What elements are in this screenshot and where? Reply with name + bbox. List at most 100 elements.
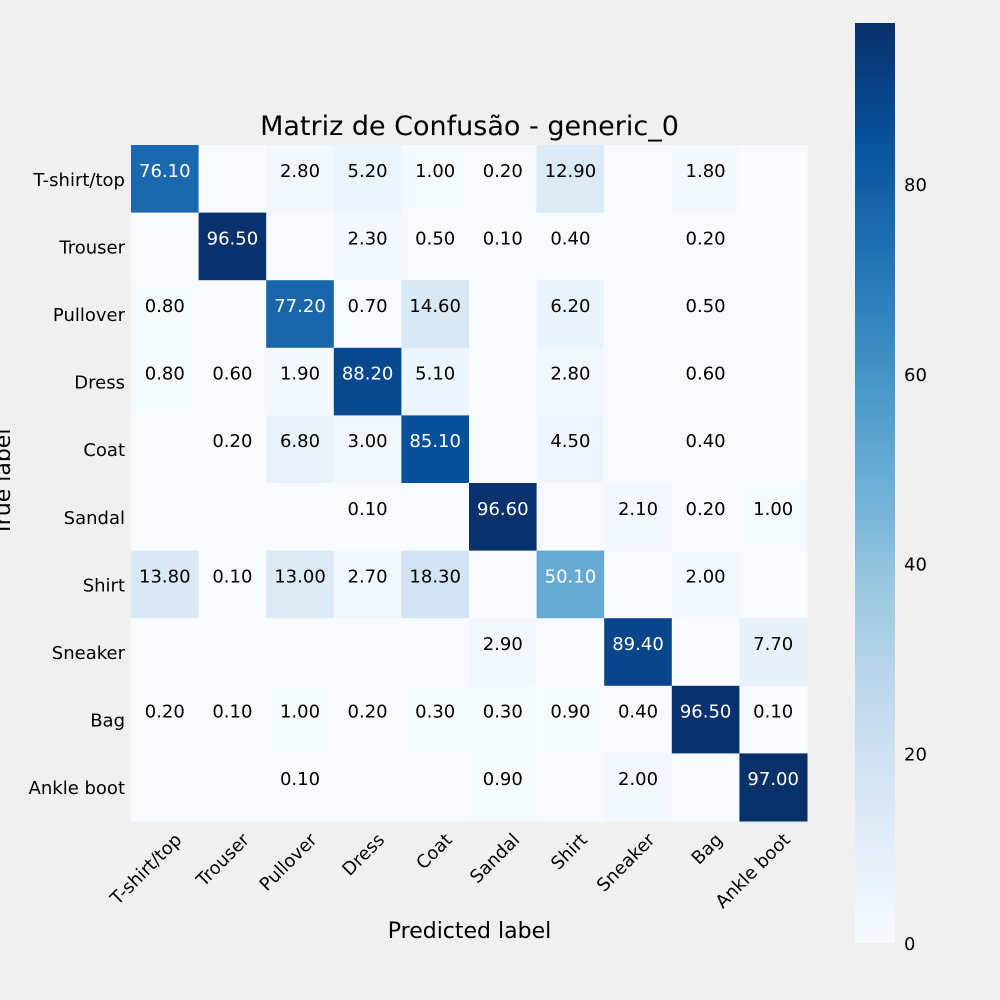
heatmap-cell (131, 280, 200, 349)
heatmap-cell (333, 280, 402, 349)
heatmap-cell (333, 753, 402, 822)
heatmap-cell (198, 550, 267, 619)
heatmap-cell (401, 483, 470, 552)
cell-value-label: 0.40 (686, 431, 726, 452)
colorbar (855, 23, 895, 943)
heatmap-cell (469, 212, 538, 281)
cell-value-label: 77.20 (274, 296, 326, 317)
heatmap-cell (536, 415, 605, 484)
heatmap-cell (333, 550, 402, 619)
heatmap-cell (266, 280, 335, 349)
cell-value-label: 12.90 (545, 161, 597, 182)
heatmap-cell (198, 347, 267, 416)
heatmap-cell (604, 145, 673, 214)
cell-value-label: 0.70 (348, 296, 388, 317)
cell-value-label: 85.10 (409, 431, 461, 452)
cell-value-label: 0.50 (686, 296, 726, 317)
heatmap-cell (198, 280, 267, 349)
heatmap-cell (198, 415, 267, 484)
heatmap-cell (333, 212, 402, 281)
colorbar-tick-label: 80 (904, 175, 927, 196)
heatmap-cell (401, 685, 470, 754)
heatmap-cell (131, 550, 200, 619)
heatmap-cell (739, 483, 808, 552)
colorbar-tick-label: 40 (904, 555, 927, 576)
heatmap-cells (131, 145, 808, 822)
heatmap-cell (266, 212, 335, 281)
y-tick-label: Dress (74, 373, 125, 394)
y-tick-label: Sandal (64, 508, 125, 529)
cell-value-label: 13.00 (274, 566, 326, 587)
heatmap-cell (469, 415, 538, 484)
colorbar-tick-label: 0 (904, 934, 915, 955)
cell-value-label: 2.00 (686, 566, 726, 587)
heatmap-cell (536, 483, 605, 552)
y-tick-label: Bag (90, 711, 125, 732)
cell-value-label: 5.20 (348, 161, 388, 182)
heatmap-cell (604, 483, 673, 552)
heatmap-cell (671, 618, 740, 687)
y-tick-label: T-shirt/top (32, 170, 125, 191)
cell-value-label: 2.70 (348, 566, 388, 587)
heatmap-cell (536, 685, 605, 754)
cell-value-label: 13.80 (139, 566, 191, 587)
heatmap-cell (536, 550, 605, 619)
cell-value-label: 1.80 (686, 161, 726, 182)
cell-value-label: 2.90 (483, 634, 523, 655)
heatmap-cell (536, 280, 605, 349)
heatmap-cell (671, 753, 740, 822)
cell-value-label: 14.60 (409, 296, 461, 317)
cell-value-label: 0.10 (212, 566, 252, 587)
heatmap-cell (536, 212, 605, 281)
cell-value-label: 76.10 (139, 161, 191, 182)
cell-value-label: 2.00 (618, 769, 658, 790)
heatmap-cell (671, 685, 740, 754)
cell-value-label: 96.50 (207, 228, 259, 249)
cell-value-label: 4.50 (550, 431, 590, 452)
heatmap-cell (739, 753, 808, 822)
heatmap-cell (198, 685, 267, 754)
heatmap-cell (198, 212, 267, 281)
heatmap-cell (266, 685, 335, 754)
heatmap-cell (266, 415, 335, 484)
cell-value-label: 0.20 (145, 702, 185, 723)
cell-value-label: 89.40 (612, 634, 664, 655)
cell-value-label: 96.50 (680, 702, 732, 723)
cell-value-label: 5.10 (415, 364, 455, 385)
heatmap-cell (604, 753, 673, 822)
y-tick-label: Shirt (83, 575, 125, 596)
y-tick-labels: T-shirt/top Trouser Pullover Dress Coat Sanda… (29, 170, 126, 799)
heatmap-cell (469, 280, 538, 349)
cell-value-label: 0.10 (280, 769, 320, 790)
heatmap-cell (131, 347, 200, 416)
heatmap-cell (604, 280, 673, 349)
cell-value-label: 0.30 (483, 702, 523, 723)
heatmap-cell (739, 280, 808, 349)
cell-value-label: 1.90 (280, 364, 320, 385)
cell-value-label: 0.20 (686, 499, 726, 520)
colorbar-tick-label: 20 (904, 744, 927, 765)
cell-value-label: 0.20 (348, 702, 388, 723)
heatmap-cell (401, 280, 470, 349)
heatmap-cell (266, 347, 335, 416)
x-axis-label: Predicted label (388, 919, 551, 944)
colorbar-tick-labels: 0 20 40 60 80 (904, 175, 927, 955)
heatmap-cell (198, 483, 267, 552)
heatmap-cell (198, 618, 267, 687)
heatmap-cell (401, 415, 470, 484)
y-tick-label: Coat (83, 440, 125, 461)
heatmap-cell (671, 550, 740, 619)
y-axis-label: True label (0, 429, 16, 537)
heatmap-cell (671, 347, 740, 416)
heatmap-cell (671, 415, 740, 484)
cell-value-label: 96.60 (477, 499, 529, 520)
cell-value-label: 0.30 (415, 702, 455, 723)
heatmap-cell (739, 618, 808, 687)
cell-value-label: 6.80 (280, 431, 320, 452)
cell-value-label: 0.60 (686, 364, 726, 385)
heatmap-cell (266, 753, 335, 822)
heatmap-cell (469, 145, 538, 214)
heatmap-cell (131, 483, 200, 552)
heatmap-cell (536, 145, 605, 214)
